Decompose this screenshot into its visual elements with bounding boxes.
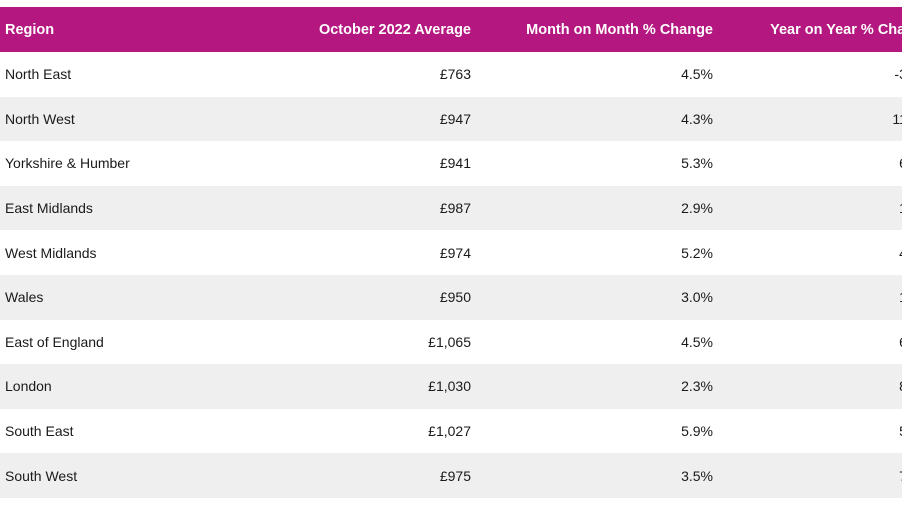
table-row: Wales £950 3.0% 1.2%: [0, 274, 902, 320]
header-october-average: October 2022 Average: [318, 21, 471, 38]
cell-mom-change: 4.5%: [681, 333, 713, 350]
cell-yoy-change: 4.6%: [717, 230, 902, 275]
cell-average: £1,030: [428, 378, 471, 395]
cell-mom-change: 3.0%: [681, 289, 713, 306]
cell-mom-change: 5.2%: [681, 244, 713, 261]
table-row: London £1,030 2.3% 8.9%: [0, 364, 902, 409]
cell-yoy-change: 6.9%: [717, 141, 902, 186]
table-row: East of England £1,065 4.5% 6.8%: [0, 319, 902, 365]
cell-region: Wales: [5, 289, 44, 306]
cell-region: South West: [5, 467, 78, 484]
rent-table-container: Region October 2022 Average Month on Mon…: [0, 7, 902, 498]
cell-average: £1,065: [428, 333, 471, 350]
cell-average: £941: [439, 155, 471, 172]
cell-mom-change: 2.9%: [681, 200, 713, 217]
cell-yoy-change: 8.9%: [717, 364, 902, 409]
cell-mom-change: 5.9%: [681, 423, 713, 440]
table-row: South West £975 3.5% 7.3%: [0, 453, 902, 498]
header-region: Region: [5, 21, 55, 38]
table-row: North East £763 4.5% -3.7%: [0, 52, 902, 97]
table-header-row: Region October 2022 Average Month on Mon…: [0, 7, 902, 52]
cell-mom-change: 5.3%: [681, 155, 713, 172]
cell-average: £1,027: [428, 423, 471, 440]
cell-yoy-change: -3.7%: [894, 66, 902, 83]
cell-region: North East: [5, 66, 72, 83]
cell-average: £950: [439, 289, 471, 306]
cell-yoy-change: 1.3%: [717, 186, 902, 231]
cell-region: Yorkshire & Humber: [5, 155, 130, 172]
cell-region: East of England: [5, 333, 104, 350]
cell-yoy-change: 11.7%: [892, 110, 902, 127]
cell-average: £975: [439, 467, 471, 484]
header-month-on-month: Month on Month % Change: [526, 21, 713, 38]
table-row: North West £947 4.3% 11.7%: [0, 96, 902, 142]
table-row: Yorkshire & Humber £941 5.3% 6.9%: [0, 141, 902, 186]
table-row: South East £1,027 5.9% 5.4%: [0, 408, 902, 454]
header-year-on-year: Year on Year % Change: [770, 21, 902, 38]
cell-yoy-change: 6.8%: [717, 320, 902, 365]
table-row: West Midlands £974 5.2% 4.6%: [0, 230, 902, 275]
cell-mom-change: 2.3%: [681, 378, 713, 395]
cell-yoy-change: 7.3%: [717, 453, 902, 498]
cell-mom-change: 3.5%: [681, 467, 713, 484]
cell-average: £974: [439, 244, 471, 261]
cell-yoy-change: 5.4%: [717, 409, 902, 454]
cell-average: £987: [439, 200, 471, 217]
cell-region: London: [5, 378, 52, 395]
regional-rent-table: Region October 2022 Average Month on Mon…: [0, 7, 902, 498]
table-row: East Midlands £987 2.9% 1.3%: [0, 185, 902, 231]
cell-region: North West: [5, 110, 75, 127]
cell-yoy-change: 1.2%: [717, 275, 902, 320]
cell-average: £947: [439, 110, 471, 127]
cell-region: South East: [5, 423, 74, 440]
cell-mom-change: 4.5%: [681, 66, 713, 83]
cell-average: £763: [439, 66, 471, 83]
cell-region: East Midlands: [5, 200, 93, 217]
cell-region: West Midlands: [5, 244, 97, 261]
cell-mom-change: 4.3%: [681, 110, 713, 127]
